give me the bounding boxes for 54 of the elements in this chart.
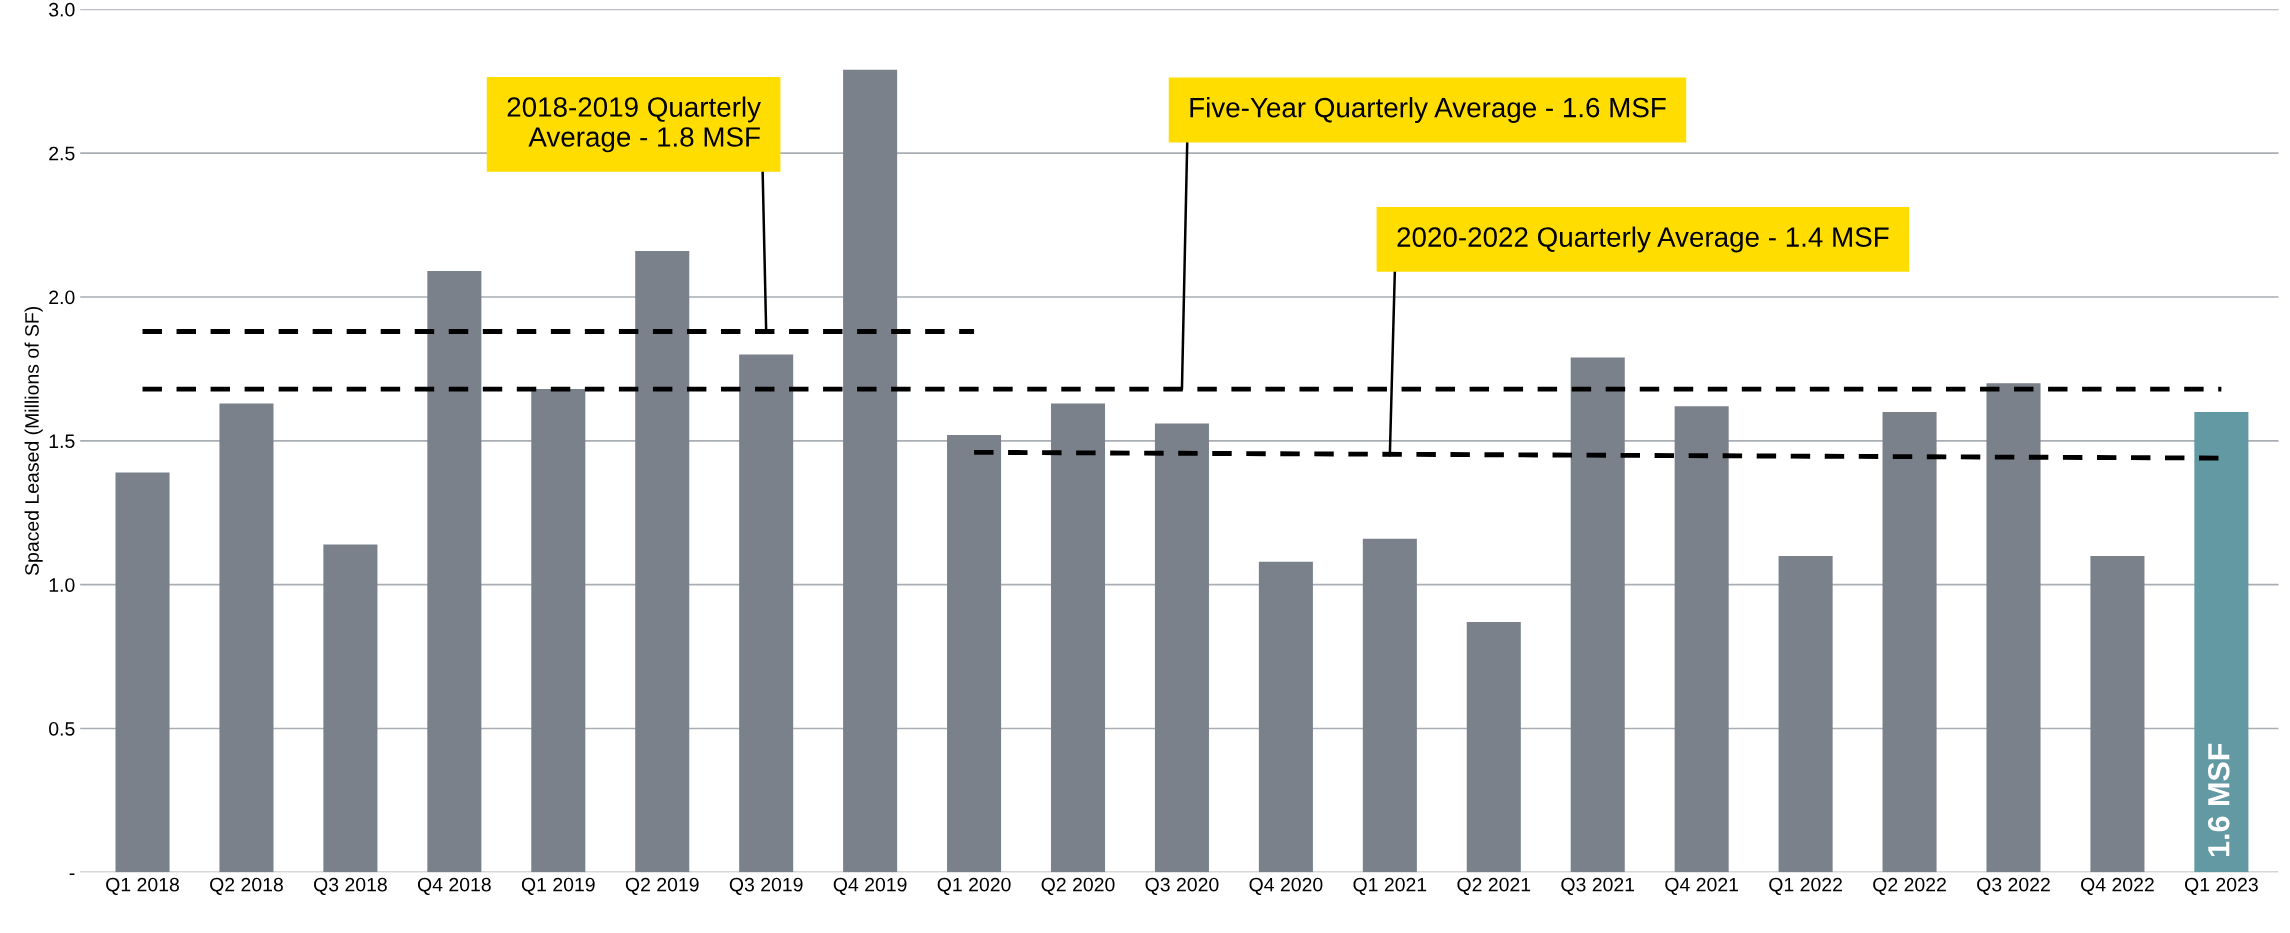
bar [2090, 555, 2145, 873]
bar [947, 435, 1002, 873]
bar [1882, 412, 1937, 873]
x-tick-label: Q4 2018 [417, 877, 491, 895]
y-tick-label: 2.0 [49, 290, 75, 305]
y-tick-label: 1.5 [49, 434, 75, 449]
bar [1778, 555, 1833, 873]
x-tick-label: Q4 2021 [1665, 877, 1739, 895]
bar [1466, 622, 1521, 873]
x-tick-label: Q2 2022 [1873, 877, 1946, 895]
bar [115, 472, 170, 873]
annotation: 2018-2019 Quarterly Average - 1.8 MSF [507, 96, 761, 153]
x-tick-label: Q2 2019 [625, 877, 699, 895]
bar [427, 271, 482, 873]
bar [531, 389, 586, 873]
y-tick-label: 0.5 [49, 721, 75, 736]
annotation: 2020-2022 Quarterly Average - 1.4 MSF [1397, 226, 1889, 253]
x-tick-label: Q2 2021 [1457, 877, 1531, 895]
bar [739, 354, 794, 873]
x-tick-label: Q1 2020 [937, 877, 1011, 895]
bar [2194, 412, 2249, 873]
x-tick-label: Q1 2022 [1769, 877, 1842, 895]
x-tick-label: Q3 2022 [1977, 877, 2050, 895]
bar [219, 403, 274, 873]
x-tick-label: Q1 2018 [106, 877, 179, 895]
bar [1258, 561, 1313, 873]
x-tick-label: Q3 2018 [314, 877, 387, 895]
y-tick-label: 2.5 [49, 146, 75, 161]
bar [1986, 383, 2041, 873]
x-tick-label: Q3 2021 [1561, 877, 1635, 895]
bar [843, 69, 898, 873]
bar [1362, 538, 1417, 873]
x-tick-label: Q4 2019 [833, 877, 907, 895]
y-tick-label: 1.0 [49, 578, 75, 592]
bar [1570, 357, 1625, 873]
x-tick-label: Q3 2020 [1145, 877, 1219, 895]
annotation: Five-Year Quarterly Average - 1.6 MSF [1190, 97, 1666, 123]
bar [1154, 423, 1209, 873]
data-label: 1.6 MSF [2207, 743, 2230, 857]
bar [1050, 403, 1106, 873]
y-tick-label: 3.0 [49, 2, 75, 17]
x-tick-label: Q1 2021 [1353, 877, 1427, 895]
bar [635, 250, 690, 873]
y-tick-label: - [69, 873, 75, 875]
bar [323, 544, 378, 873]
x-tick-label: Q3 2019 [729, 877, 803, 895]
x-tick-label: Q1 2023 [2185, 877, 2258, 895]
x-tick-label: Q2 2018 [210, 877, 283, 895]
x-tick-label: Q4 2020 [1249, 877, 1323, 895]
x-tick-label: Q1 2019 [521, 877, 595, 895]
y-axis-title: Spaced Leased (Millions of SF) [24, 306, 43, 576]
x-tick-label: Q4 2022 [2081, 877, 2154, 895]
x-tick-label: Q2 2020 [1041, 877, 1115, 895]
bar [1674, 406, 1729, 873]
